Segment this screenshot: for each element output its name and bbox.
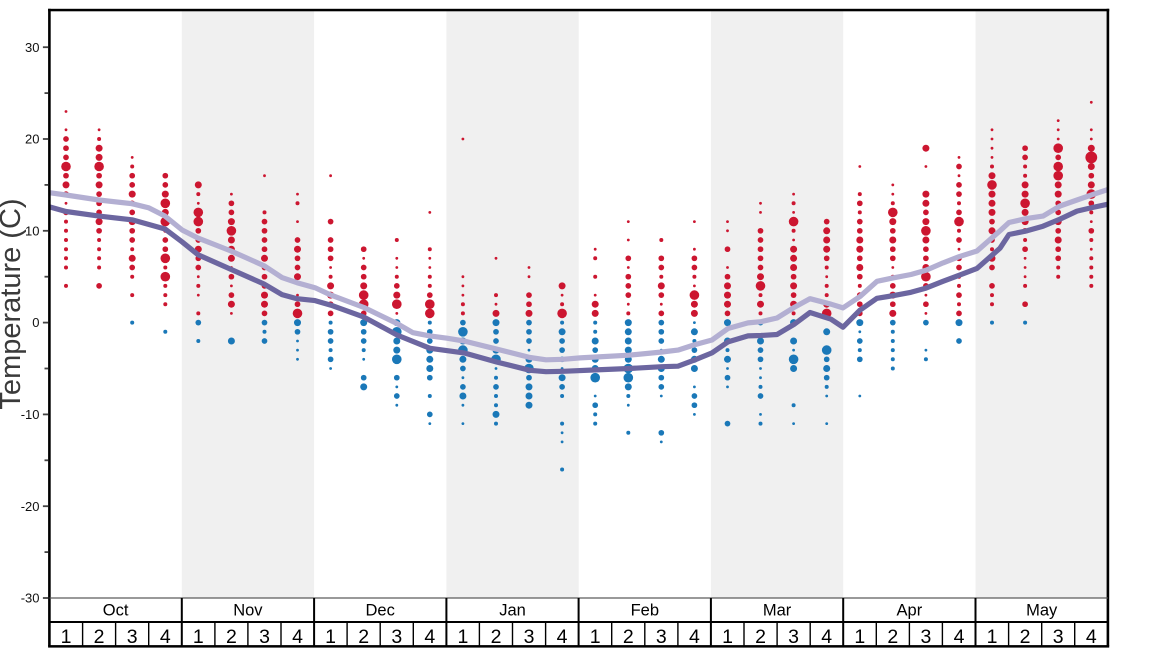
svg-text:4: 4 — [1086, 626, 1097, 648]
svg-text:3: 3 — [788, 626, 799, 648]
svg-text:4: 4 — [160, 626, 171, 648]
svg-text:2: 2 — [623, 626, 634, 648]
svg-text:May: May — [1026, 602, 1058, 620]
svg-text:1: 1 — [61, 626, 72, 648]
svg-text:1: 1 — [325, 626, 336, 648]
svg-text:Dec: Dec — [366, 602, 395, 620]
svg-text:2: 2 — [226, 626, 237, 648]
svg-text:Jan: Jan — [499, 602, 526, 620]
svg-text:Apr: Apr — [897, 602, 923, 620]
svg-text:4: 4 — [954, 626, 965, 648]
svg-text:2: 2 — [1020, 626, 1031, 648]
svg-text:1: 1 — [457, 626, 468, 648]
svg-text:10: 10 — [25, 223, 39, 238]
svg-text:1: 1 — [590, 626, 601, 648]
svg-text:2: 2 — [491, 626, 502, 648]
svg-text:20: 20 — [25, 132, 39, 147]
svg-text:-20: -20 — [21, 499, 40, 514]
svg-text:30: 30 — [25, 40, 39, 55]
svg-text:3: 3 — [391, 626, 402, 648]
svg-text:2: 2 — [887, 626, 898, 648]
svg-text:3: 3 — [524, 626, 535, 648]
svg-text:3: 3 — [656, 626, 667, 648]
svg-text:Oct: Oct — [103, 602, 129, 620]
svg-text:0: 0 — [32, 315, 39, 330]
svg-text:Nov: Nov — [233, 602, 263, 620]
svg-text:-10: -10 — [21, 407, 40, 422]
svg-text:-30: -30 — [21, 591, 40, 606]
svg-text:4: 4 — [689, 626, 700, 648]
svg-text:Temperature (C): Temperature (C) — [0, 198, 27, 409]
svg-text:4: 4 — [821, 626, 832, 648]
svg-text:3: 3 — [920, 626, 931, 648]
svg-text:Feb: Feb — [631, 602, 659, 620]
svg-text:3: 3 — [259, 626, 270, 648]
svg-text:3: 3 — [1053, 626, 1064, 648]
svg-text:3: 3 — [127, 626, 138, 648]
svg-text:2: 2 — [358, 626, 369, 648]
svg-text:1: 1 — [722, 626, 733, 648]
svg-text:4: 4 — [424, 626, 435, 648]
svg-text:4: 4 — [292, 626, 303, 648]
svg-text:Mar: Mar — [763, 602, 792, 620]
svg-text:2: 2 — [94, 626, 105, 648]
svg-text:1: 1 — [193, 626, 204, 648]
svg-text:4: 4 — [557, 626, 568, 648]
svg-text:1: 1 — [987, 626, 998, 648]
svg-text:1: 1 — [854, 626, 865, 648]
svg-text:2: 2 — [755, 626, 766, 648]
